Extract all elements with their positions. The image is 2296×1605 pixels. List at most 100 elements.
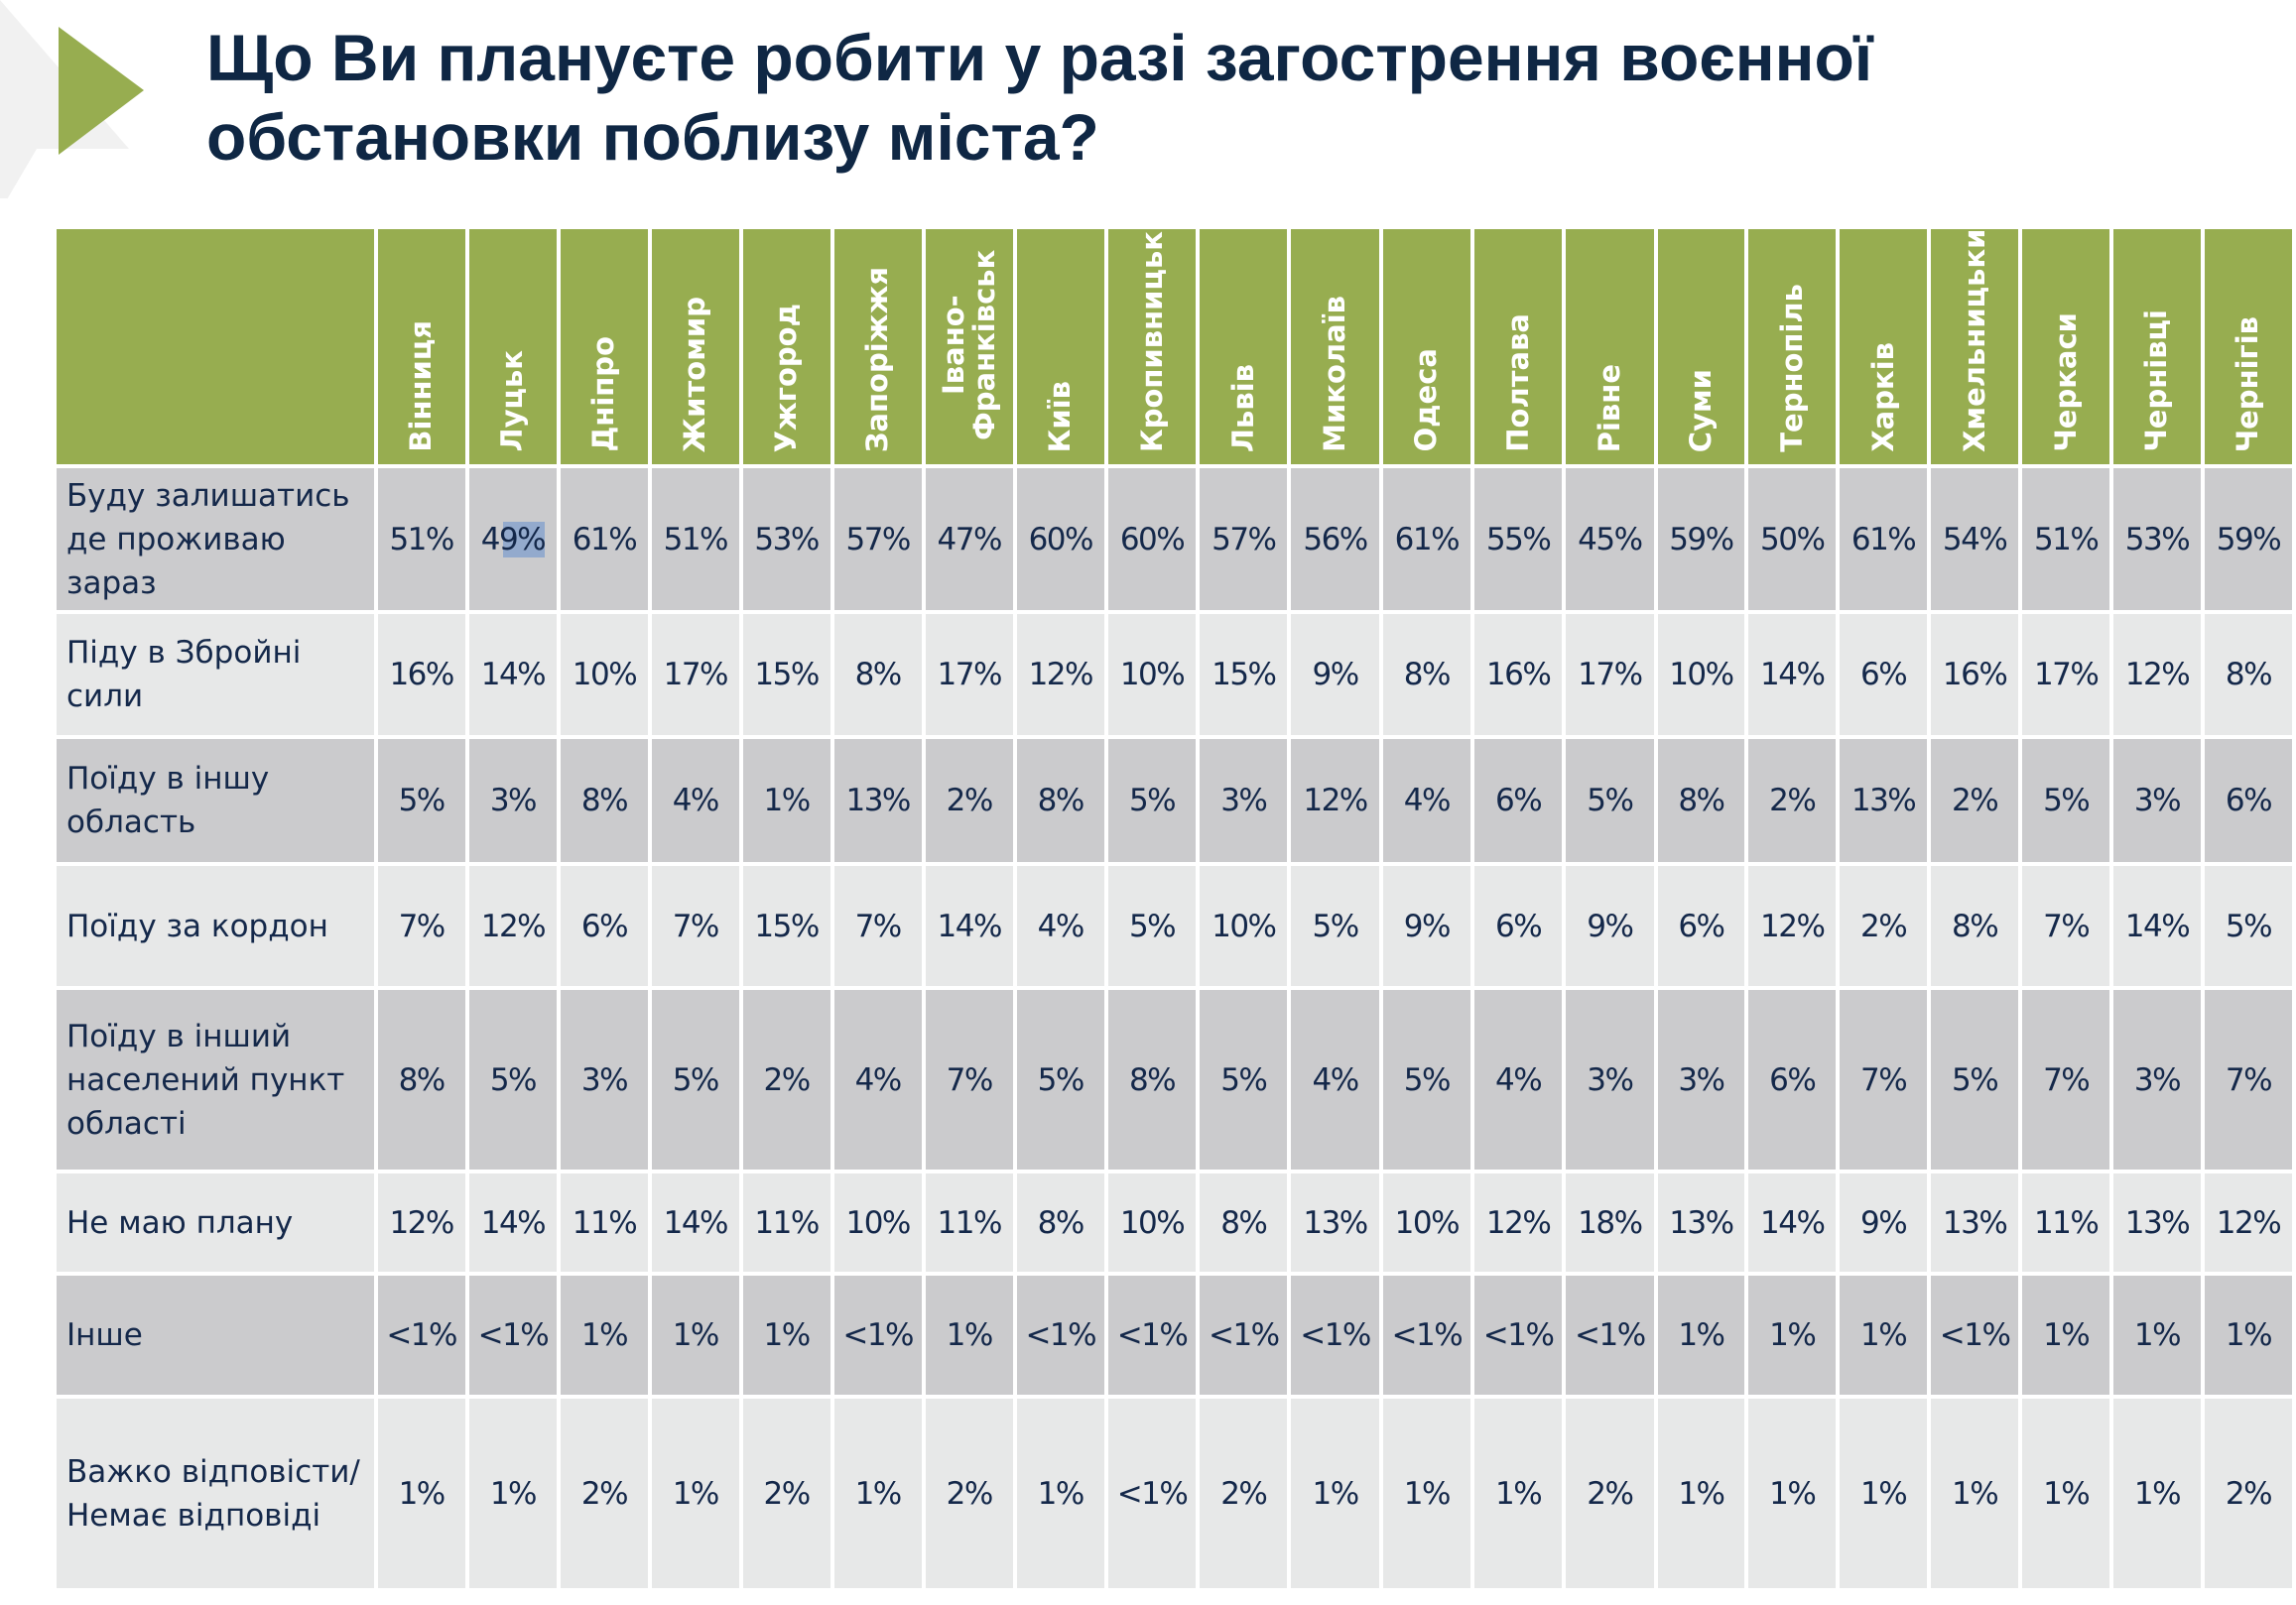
table-cell[interactable]: 11% [561, 1173, 648, 1272]
table-cell[interactable]: 11% [2022, 1173, 2110, 1272]
table-cell[interactable]: 56% [1291, 468, 1379, 610]
table-cell[interactable]: 14% [468, 1173, 558, 1272]
table-cell[interactable]: 13% [833, 739, 922, 862]
table-cell[interactable]: 11% [742, 1173, 830, 1272]
table-cell[interactable]: 12% [2204, 1173, 2292, 1272]
table-cell[interactable]: 8% [1382, 614, 1470, 735]
table-cell[interactable]: 1% [2204, 1276, 2292, 1395]
table-cell[interactable]: 5% [377, 739, 465, 862]
table-cell[interactable]: 60% [1016, 468, 1104, 610]
table-cell[interactable]: 2% [742, 1399, 830, 1588]
table-cell[interactable]: 9% [1382, 866, 1470, 986]
table-cell[interactable]: 7% [2204, 990, 2292, 1170]
table-cell[interactable]: 6% [1657, 866, 1745, 986]
table-cell[interactable]: 2% [925, 739, 1013, 862]
table-cell[interactable]: 1% [1657, 1399, 1745, 1588]
table-cell[interactable]: 10% [1200, 866, 1288, 986]
table-cell[interactable]: 17% [2022, 614, 2110, 735]
table-cell[interactable]: 8% [1930, 866, 2019, 986]
table-cell[interactable]: 1% [925, 1276, 1013, 1395]
table-cell[interactable]: 5% [1107, 739, 1197, 862]
table-cell[interactable]: 17% [651, 614, 739, 735]
table-cell[interactable]: 8% [561, 739, 648, 862]
table-cell[interactable]: 50% [1748, 468, 1837, 610]
table-cell[interactable]: 5% [1200, 990, 1288, 1170]
table-cell[interactable]: 7% [2022, 990, 2110, 1170]
table-cell[interactable]: 15% [1200, 614, 1288, 735]
table-cell[interactable]: 4% [1016, 866, 1104, 986]
table-cell[interactable]: 8% [1016, 1173, 1104, 1272]
table-cell[interactable]: 10% [1107, 614, 1197, 735]
table-cell[interactable]: 5% [1107, 866, 1197, 986]
table-cell[interactable]: 11% [925, 1173, 1013, 1272]
table-cell[interactable]: 6% [2204, 739, 2292, 862]
table-cell[interactable]: 6% [1840, 614, 1927, 735]
table-cell[interactable]: 53% [2113, 468, 2201, 610]
table-cell[interactable]: 13% [1930, 1173, 2019, 1272]
table-cell[interactable]: 1% [1657, 1276, 1745, 1395]
table-cell[interactable]: <1% [1566, 1276, 1654, 1395]
table-cell[interactable]: 10% [1107, 1173, 1197, 1272]
table-cell[interactable]: 1% [2113, 1276, 2201, 1395]
table-cell[interactable]: 5% [1930, 990, 2019, 1170]
table-cell[interactable]: 53% [742, 468, 830, 610]
table-cell[interactable]: 1% [1382, 1399, 1470, 1588]
table-cell[interactable]: 60% [1107, 468, 1197, 610]
table-cell[interactable]: 3% [468, 739, 558, 862]
table-cell[interactable]: 49% [468, 468, 558, 610]
table-cell[interactable]: 4% [833, 990, 922, 1170]
table-cell[interactable]: <1% [1107, 1276, 1197, 1395]
table-cell[interactable]: 13% [1840, 739, 1927, 862]
table-cell[interactable]: 4% [1291, 990, 1379, 1170]
table-cell[interactable]: 12% [2113, 614, 2201, 735]
table-cell[interactable]: 61% [1840, 468, 1927, 610]
table-cell[interactable]: 12% [1473, 1173, 1563, 1272]
table-cell[interactable]: 10% [1657, 614, 1745, 735]
table-cell[interactable]: 1% [742, 739, 830, 862]
table-cell[interactable]: <1% [377, 1276, 465, 1395]
table-cell[interactable]: 5% [651, 990, 739, 1170]
table-cell[interactable]: 61% [561, 468, 648, 610]
table-cell[interactable]: 7% [377, 866, 465, 986]
table-cell[interactable]: 7% [833, 866, 922, 986]
table-cell[interactable]: 9% [1291, 614, 1379, 735]
table-cell[interactable]: 1% [651, 1399, 739, 1588]
table-cell[interactable]: 6% [1748, 990, 1837, 1170]
table-cell[interactable]: 5% [2204, 866, 2292, 986]
table-cell[interactable]: 13% [2113, 1173, 2201, 1272]
table-cell[interactable]: 1% [1473, 1399, 1563, 1588]
table-cell[interactable]: 3% [1566, 990, 1654, 1170]
table-cell[interactable]: 1% [1291, 1399, 1379, 1588]
table-cell[interactable]: 1% [651, 1276, 739, 1395]
table-cell[interactable]: 1% [2113, 1399, 2201, 1588]
table-cell[interactable]: 5% [1016, 990, 1104, 1170]
table-cell[interactable]: 6% [1473, 739, 1563, 862]
table-cell[interactable]: <1% [1200, 1276, 1288, 1395]
table-cell[interactable]: 47% [925, 468, 1013, 610]
table-cell[interactable]: 10% [561, 614, 648, 735]
table-cell[interactable]: 15% [742, 614, 830, 735]
table-cell[interactable]: 16% [1473, 614, 1563, 735]
table-cell[interactable]: 2% [1930, 739, 2019, 862]
table-cell[interactable]: 10% [1382, 1173, 1470, 1272]
table-cell[interactable]: 1% [1930, 1399, 2019, 1588]
table-cell[interactable]: 3% [2113, 990, 2201, 1170]
table-cell[interactable]: 57% [833, 468, 922, 610]
table-cell[interactable]: 12% [1016, 614, 1104, 735]
table-cell[interactable]: 51% [377, 468, 465, 610]
table-cell[interactable]: 10% [833, 1173, 922, 1272]
table-cell[interactable]: 2% [925, 1399, 1013, 1588]
table-cell[interactable]: <1% [1016, 1276, 1104, 1395]
table-cell[interactable]: 13% [1657, 1173, 1745, 1272]
table-cell[interactable]: 2% [1840, 866, 1927, 986]
table-cell[interactable]: 6% [1473, 866, 1563, 986]
table-cell[interactable]: 2% [561, 1399, 648, 1588]
table-cell[interactable]: 5% [2022, 739, 2110, 862]
table-cell[interactable]: 1% [742, 1276, 830, 1395]
table-cell[interactable]: 8% [1016, 739, 1104, 862]
table-cell[interactable]: 55% [1473, 468, 1563, 610]
table-cell[interactable]: 7% [651, 866, 739, 986]
table-cell[interactable]: 2% [1566, 1399, 1654, 1588]
table-cell[interactable]: 7% [1840, 990, 1927, 1170]
table-cell[interactable]: 4% [1382, 739, 1470, 862]
